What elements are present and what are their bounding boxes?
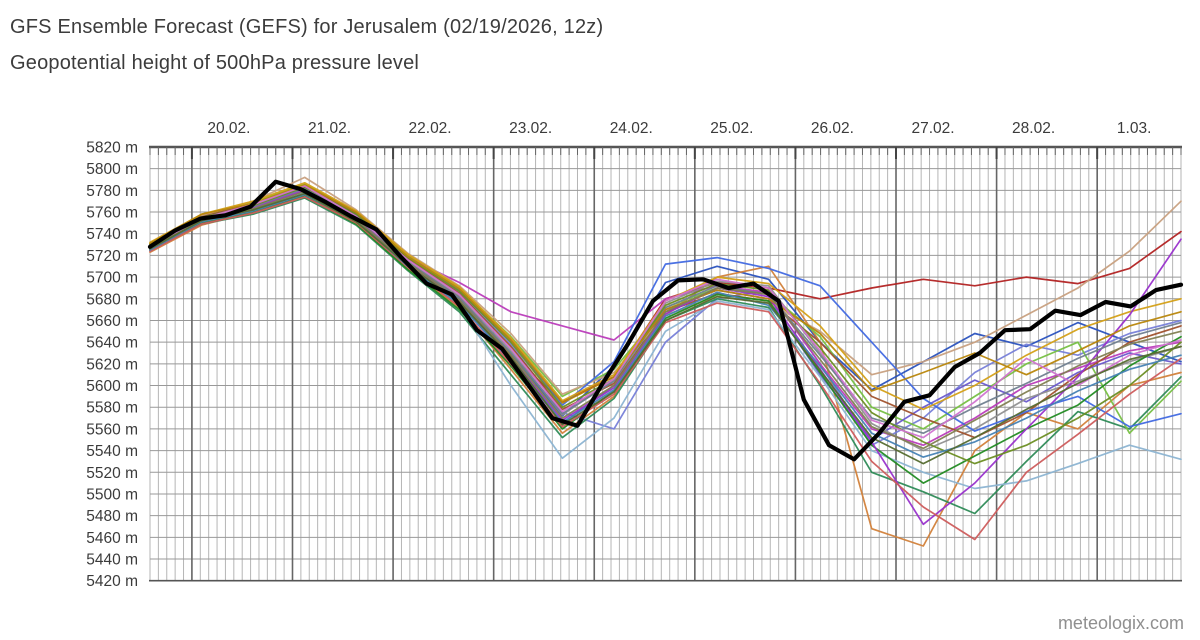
ensemble-member-line bbox=[149, 186, 1182, 403]
ensemble-member-line bbox=[149, 184, 1182, 404]
y-axis-label: 5700 m bbox=[86, 270, 138, 287]
y-axis-label: 5800 m bbox=[86, 161, 138, 178]
y-axis-label: 5780 m bbox=[86, 183, 138, 200]
x-axis-label: 20.02. bbox=[207, 120, 250, 137]
x-axis-label: 1.03. bbox=[1117, 120, 1151, 137]
ensemble-mean-line bbox=[147, 179, 1184, 462]
ensemble-member-line bbox=[149, 185, 1182, 439]
watermark: meteologix.com bbox=[1057, 613, 1184, 633]
y-axis-label: 5760 m bbox=[86, 205, 138, 222]
ensemble-member-line bbox=[149, 187, 1182, 435]
x-axis-label: 28.02. bbox=[1012, 120, 1055, 137]
y-axis-label: 5500 m bbox=[86, 486, 138, 503]
y-axis-label: 5820 m bbox=[86, 140, 138, 157]
ensemble-member-line bbox=[149, 176, 1182, 396]
ensemble-member-line bbox=[149, 186, 1182, 465]
x-axis-label: 24.02. bbox=[610, 120, 653, 137]
x-axis-label: 27.02. bbox=[911, 120, 954, 137]
y-axis-label: 5440 m bbox=[86, 552, 138, 569]
y-axis-label: 5640 m bbox=[86, 335, 138, 352]
y-axis-label: 5540 m bbox=[86, 443, 138, 460]
y-axis-label: 5560 m bbox=[86, 421, 138, 438]
ensemble-member-line bbox=[149, 194, 1182, 484]
ensemble-member-line bbox=[149, 193, 1182, 547]
ensemble-member-line bbox=[149, 196, 1182, 541]
chart-subtitle: Geopotential height of 500hPa pressure l… bbox=[10, 52, 420, 74]
ensemble-member-line bbox=[149, 189, 1182, 526]
y-axis-label: 5580 m bbox=[86, 400, 138, 417]
y-axis-label: 5480 m bbox=[86, 508, 138, 525]
x-axis-label: 23.02. bbox=[509, 120, 552, 137]
ensemble-member-line bbox=[149, 192, 1182, 465]
x-axis-label: 25.02. bbox=[710, 120, 753, 137]
y-axis-label: 5680 m bbox=[86, 291, 138, 308]
y-axis-label: 5660 m bbox=[86, 313, 138, 330]
y-axis-label: 5600 m bbox=[86, 378, 138, 395]
y-axis-label: 5620 m bbox=[86, 356, 138, 373]
x-axis-label: 21.02. bbox=[308, 120, 351, 137]
y-axis-label: 5520 m bbox=[86, 465, 138, 482]
y-axis-label: 5420 m bbox=[86, 573, 138, 590]
ensemble-member-line bbox=[149, 191, 1182, 490]
x-axis-label: 26.02. bbox=[811, 120, 854, 137]
chart-title: GFS Ensemble Forecast (GEFS) for Jerusal… bbox=[10, 16, 604, 38]
y-axis-label: 5460 m bbox=[86, 530, 138, 547]
y-axis-label: 5720 m bbox=[86, 248, 138, 265]
x-axis-label: 22.02. bbox=[409, 120, 452, 137]
y-axis-label: 5740 m bbox=[86, 226, 138, 243]
